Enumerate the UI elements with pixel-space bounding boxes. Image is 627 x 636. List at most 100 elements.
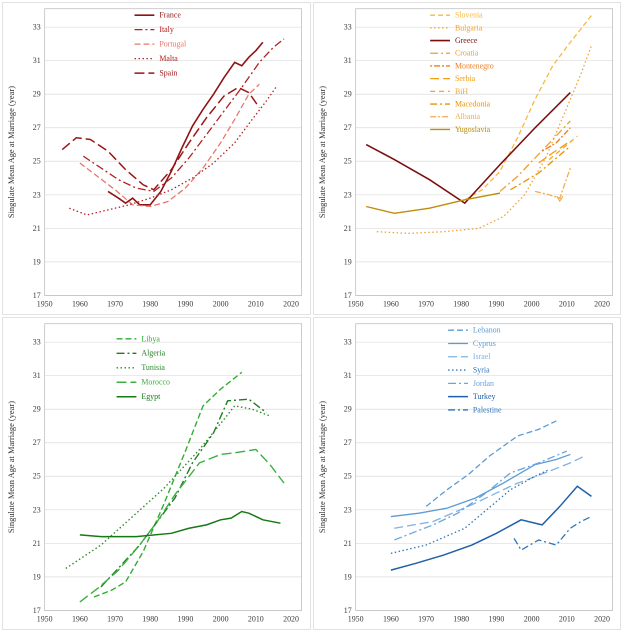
series-line-turkey	[390, 485, 592, 571]
legend-label-serbia: Serbia	[454, 74, 475, 83]
y-tick-label: 27	[33, 438, 41, 447]
series-line-montenegro	[541, 127, 571, 152]
series-line-algeria	[100, 398, 267, 588]
y-tick-label: 25	[343, 472, 351, 481]
series-line-macedonia	[509, 145, 571, 191]
plot-border	[44, 323, 302, 611]
plot-border	[354, 323, 613, 611]
chart-middle-east: 17 19 21 23 25 27 29 31 33 1950 1960 1970 1980 1990 20…	[316, 323, 613, 623]
chart-north-africa: 17 19 21 23 25 27 29 31 33 1950 1960 1970 1980 1990 20…	[6, 323, 302, 623]
x-tick-label: 2000	[213, 299, 229, 308]
x-tick-label: 2020	[594, 299, 610, 308]
x-tick-label: 1990	[488, 299, 504, 308]
legend-label-italy: Italy	[159, 25, 174, 34]
legend-label-bulgaria: Bulgaria	[454, 23, 482, 32]
legend-label-turkey: Turkey	[472, 392, 495, 401]
y-tick-label: 27	[343, 438, 351, 447]
chart-panel-middle-east: 17 19 21 23 25 27 29 31 33 1950 1960 1970 1980 1990 20…	[312, 317, 621, 630]
y-tick-label: 19	[343, 572, 351, 581]
x-tick-label: 1950	[37, 614, 53, 623]
chart-balkans: 17 19 21 23 25 27 29 31 33 1950 1960 1970 1980 1990 20…	[316, 8, 613, 308]
plot-border	[44, 8, 302, 296]
y-axis-title: Singulate Mean Age at Marriage (year)	[6, 86, 16, 218]
chart-southern-europe: 17 19 21 23 25 27 29 31 33 1950 1960 1970 1980 1990 20…	[6, 8, 302, 308]
y-tick-label: 21	[33, 224, 41, 233]
x-tick-label: 2020	[283, 299, 299, 308]
x-tick-label: 1980	[142, 299, 158, 308]
plot-border	[354, 8, 613, 296]
y-tick-label: 27	[33, 123, 41, 132]
y-tick-label: 29	[343, 90, 351, 99]
legend-label-algeria: Algeria	[141, 349, 165, 358]
series-line-syria	[390, 468, 549, 554]
series-line-serbia	[537, 140, 571, 164]
x-tick-label: 2010	[558, 299, 574, 308]
y-tick-label: 25	[33, 157, 41, 166]
series-line-yugoslavia	[365, 192, 500, 214]
legend-label-portugal: Portugal	[159, 40, 187, 49]
x-tick-label: 1950	[347, 299, 363, 308]
series-line-italy	[82, 38, 285, 193]
x-tick-label: 2000	[523, 299, 539, 308]
series-line-lebanon	[425, 420, 557, 507]
x-tick-label: 2010	[558, 614, 574, 623]
y-tick-label: 31	[33, 371, 41, 380]
x-tick-label: 1960	[72, 614, 88, 623]
y-tick-label: 19	[33, 257, 41, 266]
x-tick-label: 2020	[283, 614, 299, 623]
legend-label-palestine: Palestine	[472, 405, 501, 414]
x-tick-label: 1960	[382, 614, 398, 623]
series-line-bih	[548, 135, 578, 161]
series-line-malta	[69, 85, 278, 216]
y-axis-title: Singulate Mean Age at Marriage (year)	[6, 401, 16, 533]
legend-label-montenegro: Montenegro	[454, 61, 493, 70]
y-tick-label: 19	[33, 572, 41, 581]
legend-label-jordan: Jordan	[472, 379, 493, 388]
legend-label-bih: BiH	[454, 87, 467, 96]
y-tick-label: 31	[33, 56, 41, 65]
x-tick-label: 1950	[347, 614, 363, 623]
x-tick-label: 1970	[107, 299, 123, 308]
x-tick-label: 1950	[37, 299, 53, 308]
y-tick-label: 33	[343, 338, 351, 347]
x-tick-label: 1970	[107, 614, 123, 623]
series-line-egypt	[79, 510, 281, 538]
y-tick-label: 17	[33, 606, 41, 615]
y-tick-label: 17	[343, 606, 351, 615]
y-tick-label: 23	[33, 505, 41, 514]
y-tick-label: 23	[343, 505, 351, 514]
series-line-jordan	[393, 450, 567, 541]
legend-label-greece: Greece	[454, 36, 477, 45]
series-line-morocco	[79, 448, 285, 603]
y-tick-label: 23	[343, 190, 351, 199]
series-line-croatia	[499, 120, 571, 192]
y-tick-label: 25	[33, 472, 41, 481]
series-line-israel	[393, 455, 585, 529]
series-line-greece	[365, 91, 571, 205]
legend-label-libya: Libya	[141, 334, 160, 343]
y-tick-label: 31	[343, 56, 351, 65]
y-tick-label: 29	[33, 90, 41, 99]
y-axis-title: Singulate Mean Age at Marriage (year)	[316, 401, 326, 533]
legend-label-albania: Albania	[454, 112, 480, 121]
series-line-portugal	[79, 83, 260, 208]
y-tick-label: 33	[33, 338, 41, 347]
x-tick-label: 2000	[213, 614, 229, 623]
series-line-spain	[61, 86, 260, 191]
chart-panel-southern-europe: 17 19 21 23 25 27 29 31 33 1950 1960 1970 1980 1990 20…	[2, 2, 311, 315]
y-tick-label: 27	[343, 123, 351, 132]
series-line-france	[107, 41, 264, 206]
legend-label-spain: Spain	[159, 69, 177, 78]
x-tick-label: 2020	[594, 614, 610, 623]
legend-label-morocco: Morocco	[141, 378, 170, 387]
y-tick-label: 33	[343, 23, 351, 32]
y-tick-label: 17	[33, 291, 41, 300]
x-tick-label: 1960	[382, 299, 398, 308]
legend-label-syria: Syria	[472, 366, 489, 375]
chart-panel-balkans: 17 19 21 23 25 27 29 31 33 1950 1960 1970 1980 1990 20…	[312, 2, 621, 315]
y-axis-title: Singulate Mean Age at Marriage (year)	[316, 86, 326, 218]
x-tick-label: 1970	[418, 614, 434, 623]
legend-label-france: France	[159, 11, 181, 20]
x-tick-label: 1990	[488, 614, 504, 623]
y-tick-label: 33	[33, 23, 41, 32]
